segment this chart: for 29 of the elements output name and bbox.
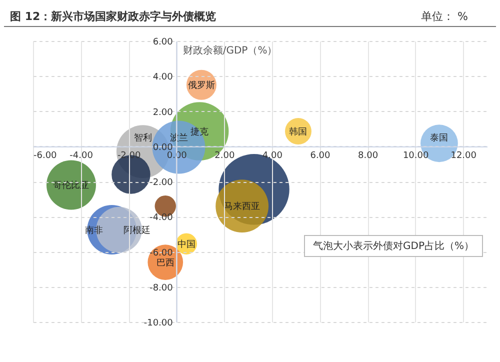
x-tick-label: 4.00: [262, 150, 283, 161]
series-label: 捷克: [190, 126, 209, 138]
series-label: 韩国: [289, 126, 308, 138]
y-tick-label: 0.00: [152, 142, 174, 153]
y-tick-label: -8.00: [150, 283, 174, 294]
x-tick-label: 12.00: [450, 150, 477, 161]
x-tick-label: 8.00: [358, 150, 378, 161]
annotation: 气泡大小表示外债对GDP占比（%）: [304, 235, 483, 257]
series-label: 智利: [134, 132, 152, 144]
y-tick-label: -2.00: [150, 178, 174, 188]
chart-subtitle: 单位： %: [421, 9, 468, 24]
x-tick-label: -4.00: [70, 150, 94, 161]
series-label: 中国: [177, 238, 196, 250]
series-label: 俄罗斯: [188, 80, 215, 91]
y-tick-label: -10.00: [144, 318, 174, 328]
x-tick-label: 6.00: [310, 150, 331, 161]
y-tick-label: 6.00: [152, 38, 174, 48]
chart-title: 图 12：新兴市场国家财政赤字与外债概览: [10, 9, 216, 24]
y-tick-label: -6.00: [150, 248, 174, 258]
x-tick-label: -6.00: [34, 150, 58, 161]
y-tick-label: 4.00: [152, 72, 174, 83]
y-tick-label: 2.00: [152, 108, 174, 118]
y-tick-label: -4.00: [150, 213, 174, 224]
series-label: 巴西: [156, 258, 174, 268]
x-tick-label: 10.00: [402, 150, 429, 161]
series-label: 泰国: [430, 132, 448, 144]
y-axis-title: 财政余额/GDP（%）: [182, 44, 278, 56]
series-label: 马来西亚: [224, 201, 260, 212]
x-tick-label: 2.00: [214, 150, 235, 161]
